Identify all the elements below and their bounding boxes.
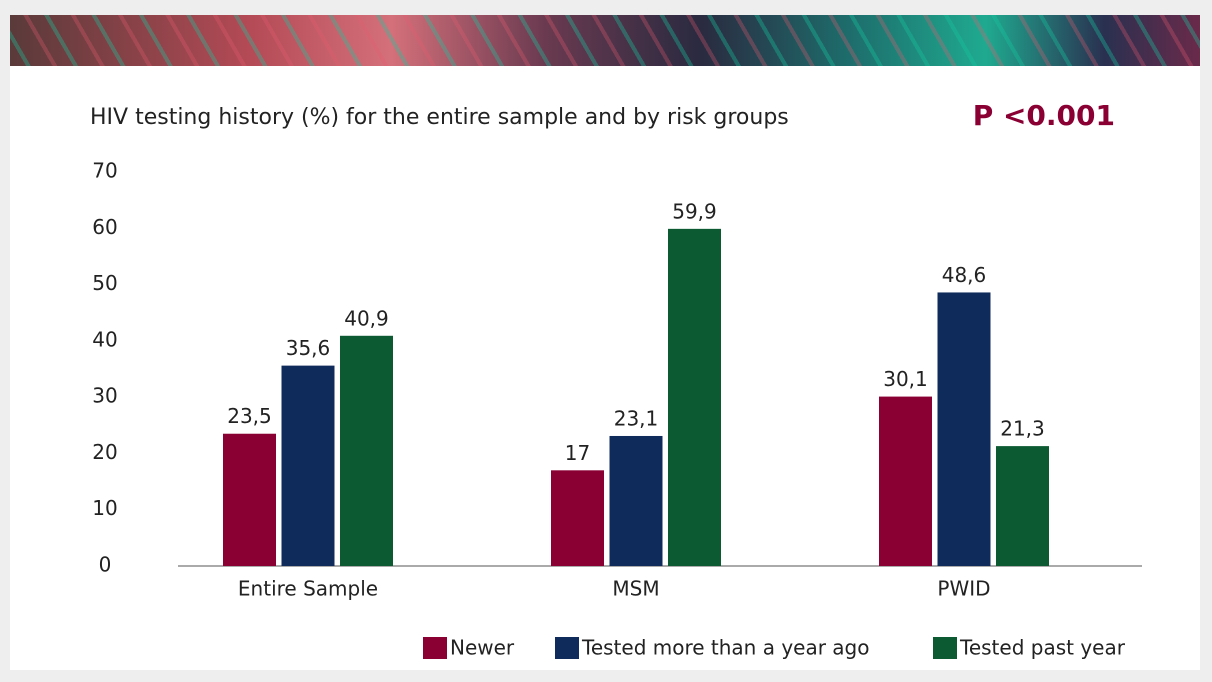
value-label: 23,1 — [614, 406, 659, 430]
bar — [996, 446, 1049, 566]
legend-swatch — [933, 637, 957, 659]
x-tick-label: Entire Sample — [238, 577, 378, 601]
chart-title: HIV testing history (%) for the entire s… — [90, 105, 789, 130]
legend-label: Tested past year — [959, 636, 1126, 660]
legend-label: Tested more than a year ago — [581, 636, 870, 660]
bar — [668, 229, 721, 566]
x-tick-label: MSM — [612, 577, 659, 601]
bar — [879, 397, 932, 566]
value-label: 17 — [565, 441, 590, 465]
y-tick-label: 50 — [92, 271, 117, 295]
y-tick-label: 30 — [92, 384, 117, 408]
value-label: 21,3 — [1000, 417, 1045, 441]
value-label: 30,1 — [883, 367, 928, 391]
legend-swatch — [555, 637, 579, 659]
y-tick-label: 0 — [99, 553, 112, 577]
y-tick-label: 20 — [92, 440, 117, 464]
value-label: 40,9 — [344, 306, 389, 330]
bar — [610, 436, 663, 566]
value-label: 48,6 — [942, 263, 987, 287]
bar — [223, 434, 276, 566]
value-label: 23,5 — [227, 404, 272, 428]
legend-swatch — [423, 637, 447, 659]
x-tick-label: PWID — [937, 577, 990, 601]
y-tick-label: 60 — [92, 215, 117, 239]
y-tick-label: 70 — [92, 159, 117, 183]
chart: HIV testing history (%) for the entire s… — [0, 0, 1212, 682]
bar — [938, 292, 991, 566]
legend-label: Newer — [450, 636, 515, 660]
bar — [551, 470, 604, 566]
y-tick-label: 10 — [92, 496, 117, 520]
bar — [340, 336, 393, 566]
bar — [282, 366, 335, 566]
value-label: 59,9 — [672, 199, 717, 223]
annotation: P <0.001 — [973, 99, 1115, 132]
y-tick-label: 40 — [92, 327, 117, 351]
value-label: 35,6 — [286, 336, 331, 360]
